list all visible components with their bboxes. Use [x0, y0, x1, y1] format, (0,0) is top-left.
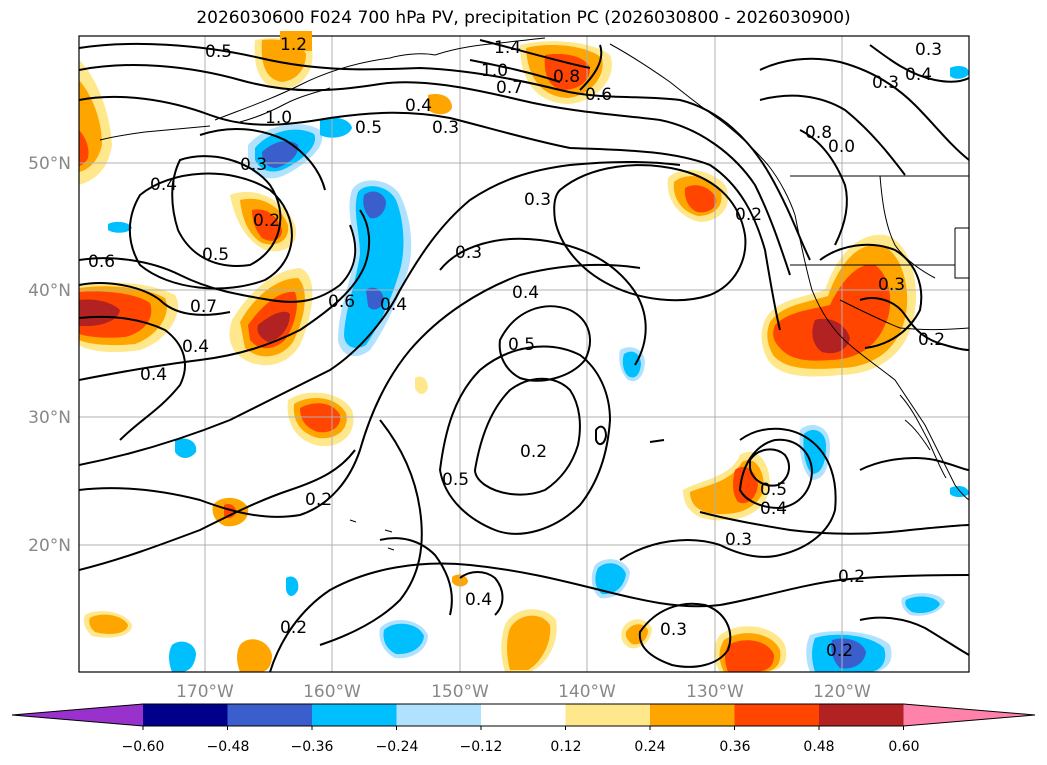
contour-label: 0.2	[735, 205, 762, 225]
contour-label: 0.4	[150, 175, 177, 195]
contour-label: 0.4	[760, 499, 787, 519]
map-area	[79, 36, 969, 672]
colorbar-tick-label: 0.60	[888, 739, 919, 755]
contour-label: 0.3	[240, 155, 267, 175]
colorbar-tick-label: 0.36	[719, 739, 750, 755]
colorbar-tick-label: −0.12	[460, 739, 503, 755]
contour-label: 0.5	[508, 335, 535, 355]
colorbar-segment	[650, 704, 735, 726]
contour-label: 0.5	[202, 245, 229, 265]
lon-label-150w: 150°W	[431, 682, 489, 702]
lat-label-50n: 50°N	[28, 154, 71, 174]
contour-label: 0.7	[496, 78, 523, 98]
contour-label: 1.2	[280, 35, 307, 55]
longitude-labels: 170°W 160°W 150°W 140°W 130°W 120°W	[176, 682, 871, 702]
contour-label: 0.4	[905, 65, 932, 85]
lat-label-40n: 40°N	[28, 281, 71, 301]
lat-label-30n: 30°N	[28, 408, 71, 428]
contour-label: 0.2	[826, 641, 853, 661]
contour-label: 0.6	[328, 292, 355, 312]
contour-label: 0.0	[828, 137, 855, 157]
contour-label: 1.0	[481, 61, 508, 81]
contour-label: 0.8	[553, 67, 580, 87]
colorbar-segment	[734, 704, 820, 726]
contour-label: 0.4	[512, 283, 539, 303]
latitude-labels: 50°N 40°N 30°N 20°N	[28, 154, 71, 556]
colorbar-segment	[312, 704, 397, 726]
map-frame	[78, 35, 970, 673]
coastlines	[99, 37, 969, 551]
contour-label: 0.3	[455, 243, 482, 263]
contour-label: 0.5	[760, 480, 787, 500]
contour-label: 0.6	[585, 85, 612, 105]
contour-label: 1.4	[494, 38, 521, 58]
colorbar-segment	[819, 704, 904, 726]
colorbar-tick-label: 0.24	[634, 739, 665, 755]
contour-label: 0.3	[915, 40, 942, 60]
precip-shading	[79, 38, 969, 672]
contour-label: 0.5	[205, 42, 232, 62]
colorbar-segment	[227, 704, 313, 726]
contour-label: 0.6	[88, 252, 115, 272]
contour-label: 1.0	[265, 108, 292, 128]
contour-label: 0.3	[432, 118, 459, 138]
contour-label: 0.4	[140, 365, 167, 385]
lon-label-130w: 130°W	[686, 682, 744, 702]
contour-label: 0.2	[520, 442, 547, 462]
contour-label: 0.3	[725, 530, 752, 550]
contour-label: 0.2	[280, 618, 307, 638]
colorbar-segment	[143, 704, 228, 726]
contour-label: 0.5	[355, 118, 382, 138]
colorbar-tick-label: −0.36	[291, 739, 334, 755]
lat-label-20n: 20°N	[28, 536, 71, 556]
map-title: 2026030600 F024 700 hPa PV, precipitatio…	[196, 8, 851, 28]
contour-label: 0.2	[838, 567, 865, 587]
contour-label: 0.3	[660, 620, 687, 640]
lon-label-120w: 120°W	[813, 682, 871, 702]
contour-label: 0.3	[878, 275, 905, 295]
contour-label: 0.4	[380, 295, 407, 315]
lon-label-160w: 160°W	[303, 682, 361, 702]
colorbar-segment	[565, 704, 651, 726]
colorbar-tick-label: −0.60	[122, 739, 165, 755]
contour-label: 0.3	[524, 190, 551, 210]
colorbar-segment	[396, 704, 482, 726]
contour-label: 0.2	[305, 490, 332, 510]
lon-label-170w: 170°W	[176, 682, 234, 702]
colorbar-tick-label: −0.48	[207, 739, 250, 755]
contour-label: 0.5	[442, 470, 469, 490]
colorbar-tick-label: 0.48	[803, 739, 834, 755]
map-gridlines	[79, 36, 969, 672]
colorbar-extend-min	[12, 704, 143, 726]
contour-label: 0.4	[405, 96, 432, 116]
colorbar-tick-labels: −0.60 −0.48 −0.36 −0.24 −0.12 0.12 0.24 …	[122, 739, 920, 755]
colorbar-tick-label: −0.24	[376, 739, 419, 755]
lon-label-140w: 140°W	[558, 682, 616, 702]
contour-label: 0.4	[182, 337, 209, 357]
contour-label: 0.3	[872, 73, 899, 93]
contour-label: 0.2	[918, 330, 945, 350]
colorbar-extend-max	[903, 704, 1035, 726]
colorbar: −0.60 −0.48 −0.36 −0.24 −0.12 0.12 0.24 …	[11, 703, 1036, 755]
contour-label: 0.7	[190, 297, 217, 317]
contour-labels: 1.2 1.4 1.0 0.7 0.8 0.6 0.5 0.4 0.3 0.3 …	[88, 31, 945, 661]
contour-label: 0.8	[805, 123, 832, 143]
contour-label: 0.4	[465, 590, 492, 610]
colorbar-segment	[481, 704, 566, 726]
contour-label: 0.2	[253, 211, 280, 231]
colorbar-tick-label: 0.12	[550, 739, 581, 755]
pv-contours	[79, 39, 969, 672]
